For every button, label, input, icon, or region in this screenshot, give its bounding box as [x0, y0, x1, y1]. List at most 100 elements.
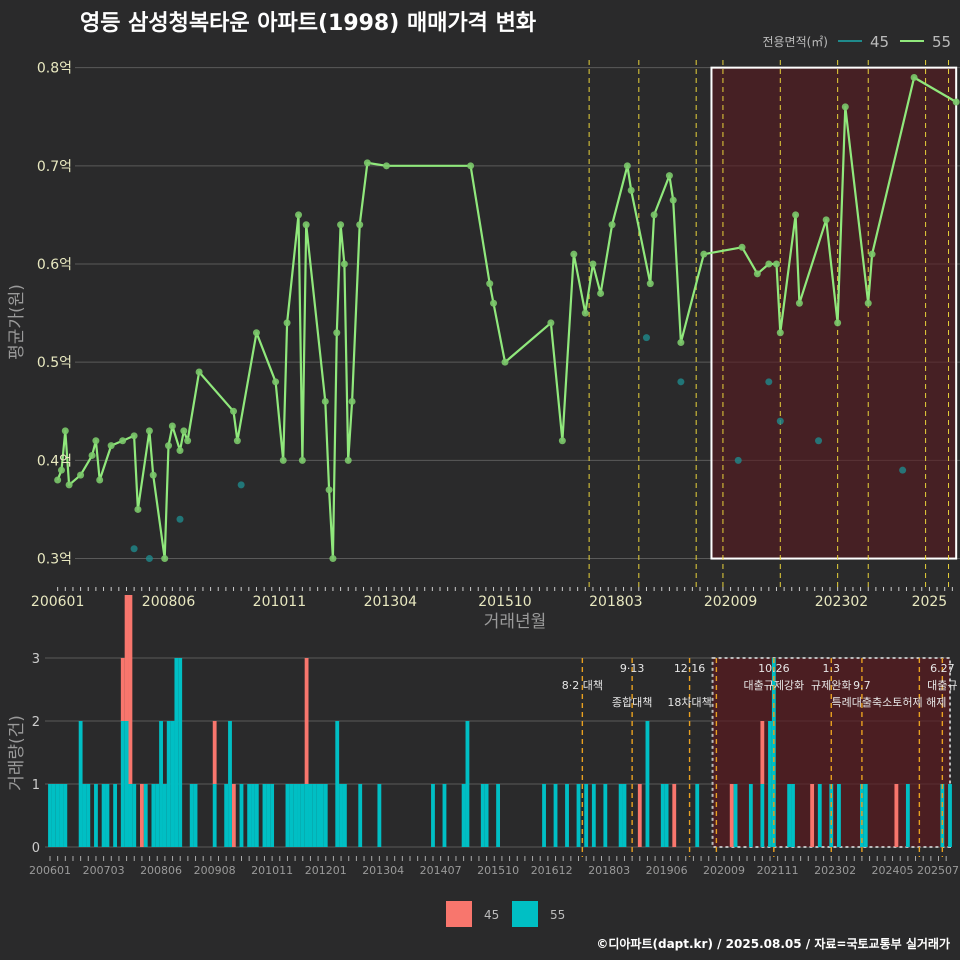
data-point-45 — [776, 417, 784, 425]
data-point-55 — [348, 397, 356, 405]
volume-bar-55 — [193, 784, 198, 847]
volume-bar-55 — [695, 784, 700, 847]
volume-x-tick: 201011 — [251, 864, 293, 877]
volume-bar-55 — [748, 784, 753, 847]
volume-y-ticks: 0 1 2 3 — [32, 652, 40, 856]
data-point-55 — [325, 486, 333, 494]
volume-x-tick: 200601 — [29, 864, 71, 877]
policy-annotation: 9.7 — [853, 679, 871, 692]
legend-swatch-45 — [446, 901, 472, 927]
price-x-tick: 200806 — [142, 594, 196, 610]
volume-bar-55 — [948, 784, 952, 847]
volume-bar-55 — [431, 784, 435, 847]
volume-bar-55 — [128, 784, 133, 847]
data-point-55 — [650, 211, 658, 219]
data-point-55 — [490, 299, 498, 307]
data-point-55 — [92, 437, 100, 445]
volume-y-tick: 1 — [32, 778, 40, 793]
volume-bar-55 — [837, 784, 841, 847]
volume-bar-45 — [304, 658, 309, 784]
policy-annotation: 대출규 — [927, 679, 957, 692]
data-point-55 — [340, 260, 348, 268]
volume-bar-55 — [48, 784, 52, 847]
volume-bar-55 — [553, 784, 558, 847]
data-point-55 — [279, 456, 287, 464]
volume-y-tick: 2 — [32, 715, 40, 730]
data-point-55 — [54, 476, 62, 484]
volume-bar-55 — [63, 784, 68, 847]
data-point-45 — [815, 437, 823, 445]
data-point-55 — [467, 162, 475, 170]
chart-title: 영등 삼성청복타운 아파트(1998) 매매가격 변화 — [80, 11, 536, 36]
price-x-tick: 200601 — [31, 594, 84, 610]
data-point-55 — [363, 159, 371, 167]
volume-bar-55 — [51, 784, 56, 847]
volume-bar-45 — [212, 721, 217, 784]
data-point-55 — [88, 451, 96, 459]
data-point-55 — [130, 432, 138, 440]
volume-bar-55 — [189, 784, 194, 847]
volume-bar-55 — [565, 784, 569, 847]
footer-credit: ©디아파트(dapt.kr) / 2025.08.05 / 자료=국토교통부 실… — [596, 936, 950, 951]
data-point-55 — [597, 289, 605, 297]
volume-bar-55 — [266, 784, 271, 847]
data-point-55 — [168, 422, 176, 430]
volume-bar-55 — [791, 784, 795, 847]
legend-swatch-55 — [512, 901, 538, 927]
data-point-55 — [252, 329, 260, 337]
volume-y-axis-label: 거래량(건) — [7, 715, 27, 791]
data-point-55 — [180, 427, 188, 435]
data-point-55 — [356, 221, 364, 229]
volume-bar-55 — [224, 784, 229, 847]
volume-bar-55 — [817, 784, 822, 847]
data-point-45 — [734, 456, 742, 464]
data-point-45 — [237, 481, 245, 489]
volume-x-tick: 201304 — [362, 864, 404, 877]
volume-bar-55 — [247, 784, 252, 847]
price-x-tick: 201803 — [589, 594, 642, 610]
data-point-55 — [753, 270, 761, 278]
volume-bar-55 — [358, 784, 363, 847]
price-y-ticks: 0.3억 0.4억 0.5억 0.6억 0.7억 0.8억 — [37, 61, 72, 568]
policy-annotation: 종합대책 — [612, 696, 652, 709]
policy-annotation: 대출규제강화 — [743, 679, 804, 692]
data-point-55 — [677, 339, 685, 347]
volume-legend-label-45: 45 — [484, 908, 499, 922]
data-point-45 — [176, 515, 184, 523]
data-point-55 — [665, 172, 673, 180]
volume-bar-55 — [174, 658, 179, 847]
volume-bar-45 — [672, 784, 677, 847]
data-point-55 — [149, 471, 157, 479]
data-point-55 — [581, 309, 589, 317]
volume-bar-55 — [320, 784, 324, 847]
legend-title: 전용면적(㎡) — [762, 35, 828, 49]
volume-bar-55 — [768, 721, 772, 847]
volume-bar-45 — [140, 784, 144, 847]
data-point-55 — [700, 250, 708, 258]
policy-annotations: 8·2 대책 9·13 종합대책 12·16 18차대책 10.26 대출규제강화 1.3 규제… — [562, 662, 958, 709]
volume-x-tick: 201906 — [646, 864, 688, 877]
volume-legend: 45 55 — [446, 901, 565, 927]
volume-bar-55 — [262, 784, 267, 847]
volume-bar-55 — [664, 784, 669, 847]
volume-bar-55 — [335, 721, 340, 847]
volume-x-tick: 202111 — [757, 864, 799, 877]
volume-bar-55 — [254, 784, 259, 847]
price-panel: 0.3억 0.4억 0.5억 0.6억 0.7억 0.8억 200601 200806 201… — [7, 33, 960, 632]
volume-bar-55 — [342, 784, 347, 847]
data-point-55 — [627, 186, 635, 194]
data-point-55 — [119, 437, 127, 445]
data-point-55 — [822, 216, 830, 224]
data-point-55 — [96, 476, 104, 484]
price-x-tick: 201304 — [364, 594, 418, 610]
volume-bar-55 — [304, 784, 309, 847]
volume-bar-55 — [166, 721, 171, 847]
data-point-55 — [134, 505, 142, 513]
volume-bar-45 — [810, 784, 815, 847]
data-point-55 — [77, 471, 85, 479]
volume-bar-45 — [637, 784, 642, 847]
data-point-45 — [130, 545, 138, 553]
volume-bar-55 — [618, 784, 623, 847]
price-x-tick: 202009 — [704, 594, 757, 610]
volume-bar-55 — [82, 784, 87, 847]
